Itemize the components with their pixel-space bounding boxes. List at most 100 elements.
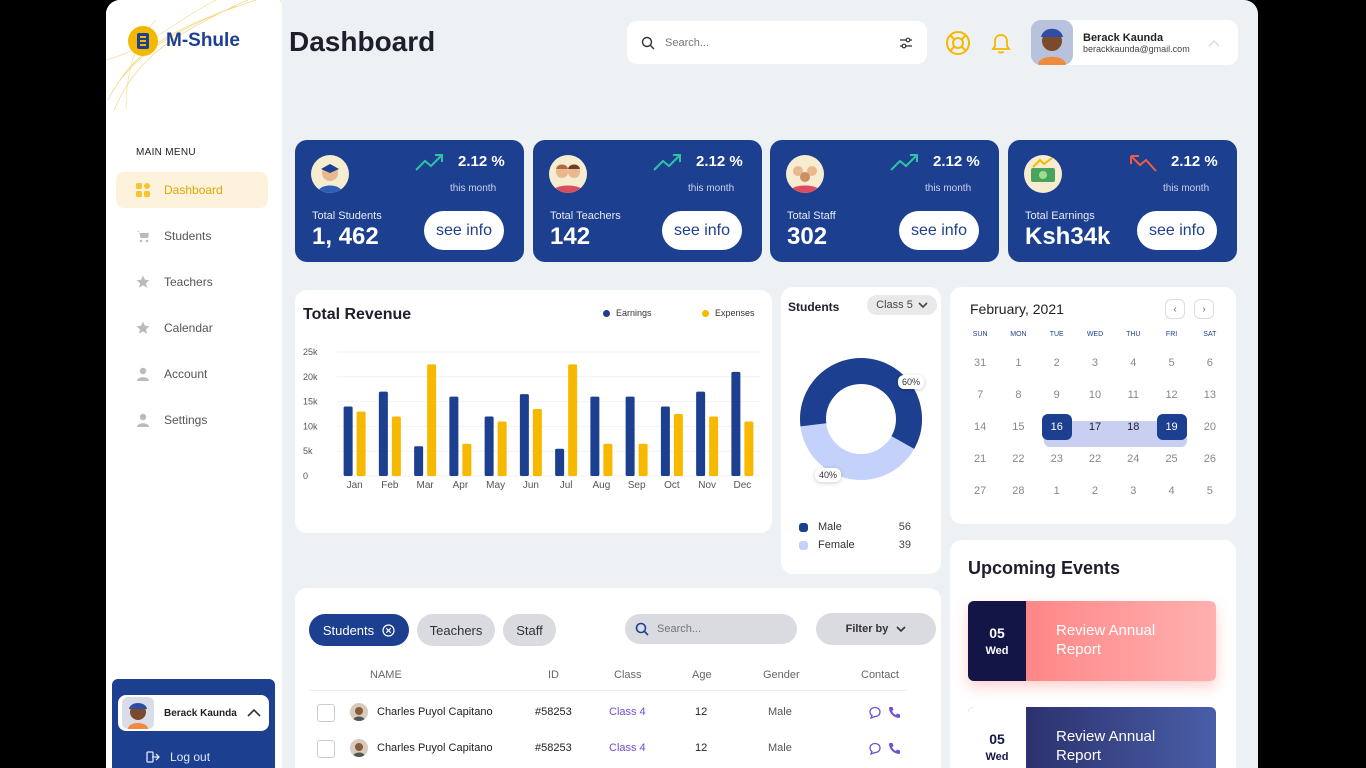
calendar-day[interactable]: 3 bbox=[1130, 485, 1137, 497]
table-search-input[interactable] bbox=[657, 623, 777, 635]
calendar-day-in-range[interactable]: 18 bbox=[1127, 421, 1140, 433]
event-item[interactable]: 05 Wed Review Annual Report bbox=[968, 707, 1216, 768]
calendar-day[interactable]: 2 bbox=[1053, 357, 1060, 369]
filter-button[interactable]: Filter by bbox=[816, 613, 936, 645]
bar-expenses-jun[interactable] bbox=[532, 409, 542, 476]
column-header-class[interactable]: Class bbox=[614, 669, 642, 681]
row-class-link[interactable]: Class 4 bbox=[609, 742, 646, 754]
bar-earnings-dec[interactable] bbox=[731, 371, 741, 476]
calendar-day[interactable]: 7 bbox=[977, 389, 984, 401]
calendar-day[interactable]: 31 bbox=[974, 357, 987, 369]
bar-expenses-mar[interactable] bbox=[427, 364, 437, 476]
bar-earnings-feb[interactable] bbox=[378, 391, 388, 476]
sidebar-item-account[interactable]: Account bbox=[116, 356, 268, 392]
see-info-button[interactable]: see info bbox=[1137, 211, 1217, 250]
bar-expenses-jul[interactable] bbox=[568, 364, 578, 476]
row-class-link[interactable]: Class 4 bbox=[609, 706, 646, 718]
see-info-button[interactable]: see info bbox=[899, 211, 979, 250]
tab-staff[interactable]: Staff bbox=[503, 614, 556, 646]
calendar-day[interactable]: 3 bbox=[1091, 357, 1099, 369]
profile-toggle[interactable]: Berack Kaunda bbox=[118, 695, 269, 731]
bar-earnings-sep[interactable] bbox=[625, 396, 635, 476]
sidebar-item-dashboard[interactable]: Dashboard bbox=[116, 172, 268, 208]
logo[interactable]: M-Shule bbox=[128, 26, 240, 56]
calendar-day[interactable]: 22 bbox=[1088, 453, 1102, 465]
see-info-button[interactable]: see info bbox=[662, 211, 742, 250]
calendar-day[interactable]: 13 bbox=[1203, 389, 1216, 401]
calendar-day[interactable]: 5 bbox=[1168, 357, 1175, 369]
bar-earnings-aug[interactable] bbox=[590, 396, 600, 476]
bar-expenses-oct[interactable] bbox=[673, 414, 683, 476]
see-info-button[interactable]: see info bbox=[424, 211, 504, 250]
column-header-age[interactable]: Age bbox=[692, 669, 712, 681]
calendar-day[interactable]: 8 bbox=[1015, 389, 1022, 401]
phone-icon[interactable] bbox=[888, 742, 901, 755]
calendar-day[interactable]: 26 bbox=[1203, 453, 1216, 465]
bar-earnings-jul[interactable] bbox=[555, 448, 565, 476]
column-header-contact[interactable]: Contact bbox=[861, 669, 899, 681]
search-input[interactable] bbox=[665, 36, 889, 49]
lifebuoy-icon[interactable] bbox=[945, 30, 971, 56]
sidebar-item-students[interactable]: Students bbox=[116, 218, 268, 254]
user-menu[interactable]: Berack Kaunda berackkaunda@gmail.com bbox=[1031, 20, 1238, 65]
column-header-gender[interactable]: Gender bbox=[763, 669, 800, 681]
tab-teachers[interactable]: Teachers bbox=[417, 614, 495, 646]
calendar-day[interactable]: 15 bbox=[1012, 421, 1025, 433]
row-checkbox[interactable] bbox=[317, 704, 335, 722]
bar-expenses-sep[interactable] bbox=[638, 443, 648, 476]
bell-icon[interactable] bbox=[988, 30, 1014, 56]
bar-earnings-apr[interactable] bbox=[449, 396, 459, 476]
calendar-day[interactable]: 27 bbox=[974, 485, 987, 497]
calendar-day[interactable]: 14 bbox=[974, 421, 987, 433]
message-icon[interactable] bbox=[868, 706, 882, 719]
bar-expenses-jan[interactable] bbox=[356, 411, 366, 476]
bar-earnings-jun[interactable] bbox=[519, 394, 529, 476]
calendar-day[interactable]: 4 bbox=[1130, 357, 1137, 369]
filter-sliders-icon[interactable] bbox=[899, 37, 913, 49]
sidebar-item-teachers[interactable]: Teachers bbox=[116, 264, 268, 300]
tab-students[interactable]: Students bbox=[309, 614, 409, 646]
bar-earnings-jan[interactable] bbox=[343, 406, 353, 476]
logout-button[interactable]: Log out bbox=[146, 750, 210, 764]
calendar-day[interactable]: 2 bbox=[1091, 485, 1099, 497]
calendar-day[interactable]: 10 bbox=[1088, 389, 1102, 401]
calendar-day[interactable]: 4 bbox=[1168, 485, 1175, 497]
column-header-name[interactable]: NAME bbox=[370, 669, 402, 681]
calendar-prev-button[interactable]: ‹ bbox=[1165, 299, 1185, 319]
row-checkbox[interactable] bbox=[317, 740, 335, 758]
calendar-day[interactable]: 11 bbox=[1127, 389, 1139, 401]
calendar-day[interactable]: 9 bbox=[1053, 389, 1060, 401]
calendar-day[interactable]: 28 bbox=[1012, 485, 1025, 497]
calendar-day[interactable]: 5 bbox=[1206, 485, 1213, 497]
bar-expenses-nov[interactable] bbox=[709, 416, 719, 476]
calendar-day[interactable]: 20 bbox=[1203, 421, 1216, 433]
calendar-day[interactable]: 1 bbox=[1015, 357, 1022, 369]
bar-expenses-apr[interactable] bbox=[462, 443, 472, 476]
bar-earnings-oct[interactable] bbox=[660, 406, 670, 476]
bar-expenses-may[interactable] bbox=[497, 421, 507, 476]
bar-earnings-may[interactable] bbox=[484, 416, 494, 476]
calendar-day[interactable]: 23 bbox=[1050, 453, 1063, 465]
sidebar-item-settings[interactable]: Settings bbox=[116, 402, 268, 438]
calendar-day[interactable]: 21 bbox=[974, 453, 987, 465]
calendar-day-selected-end[interactable]: 19 bbox=[1156, 414, 1187, 440]
calendar-day[interactable]: 6 bbox=[1206, 357, 1213, 369]
calendar-day-selected-start[interactable]: 16 bbox=[1041, 414, 1072, 440]
bar-expenses-dec[interactable] bbox=[744, 421, 754, 476]
message-icon[interactable] bbox=[868, 742, 882, 755]
class-select[interactable]: Class 5 bbox=[867, 295, 937, 315]
calendar-day[interactable]: 1 bbox=[1053, 485, 1060, 497]
bar-expenses-feb[interactable] bbox=[391, 416, 401, 476]
bar-earnings-nov[interactable] bbox=[696, 391, 706, 476]
bar-expenses-aug[interactable] bbox=[603, 443, 613, 476]
column-header-id[interactable]: ID bbox=[548, 669, 559, 681]
sidebar-item-calendar[interactable]: Calendar bbox=[116, 310, 268, 346]
bar-earnings-mar[interactable] bbox=[414, 446, 424, 476]
calendar-day[interactable]: 25 bbox=[1165, 453, 1178, 465]
close-circle-icon[interactable] bbox=[382, 623, 395, 637]
phone-icon[interactable] bbox=[888, 706, 901, 719]
calendar-day[interactable]: 24 bbox=[1127, 453, 1140, 465]
calendar-next-button[interactable]: › bbox=[1194, 299, 1214, 319]
calendar-day[interactable]: 22 bbox=[1012, 453, 1025, 465]
event-item[interactable]: 05 Wed Review Annual Report bbox=[968, 601, 1216, 681]
